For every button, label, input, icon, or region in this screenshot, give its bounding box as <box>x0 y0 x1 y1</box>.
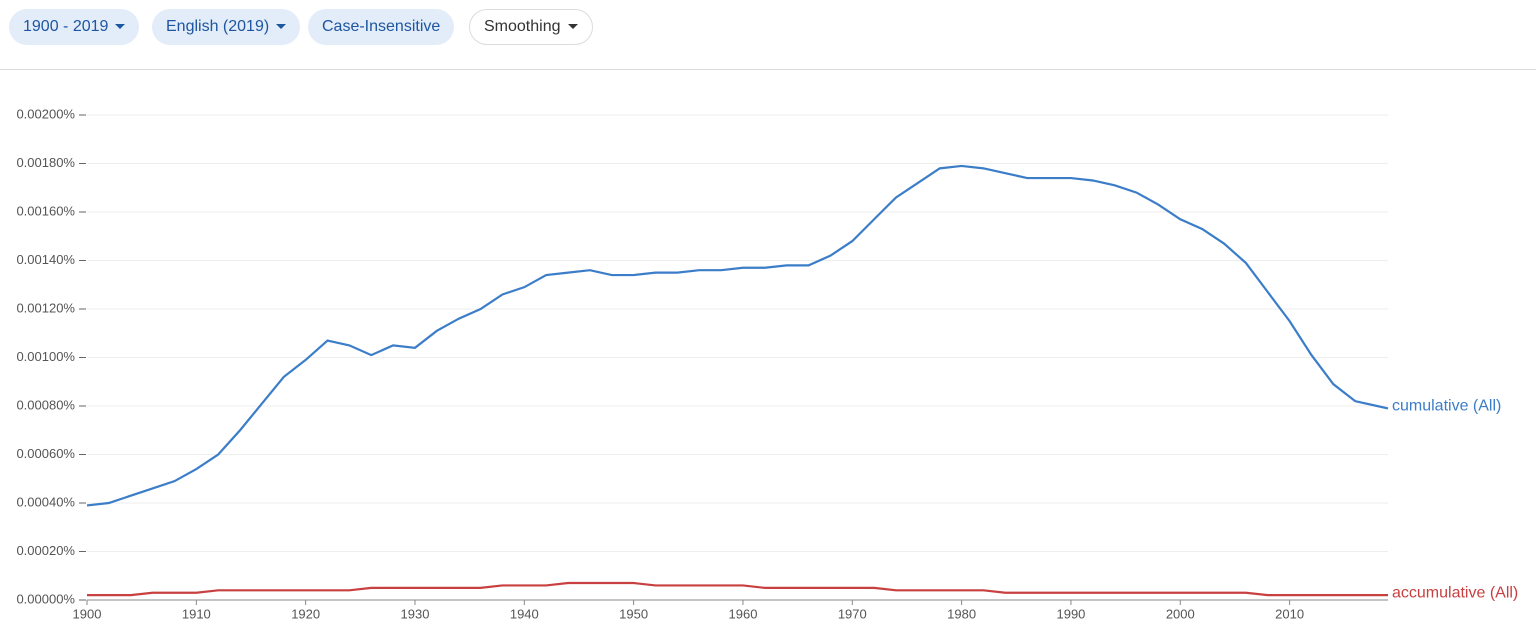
series-label: cumulative (All) <box>1392 398 1501 415</box>
x-tick-label: 1930 <box>401 606 430 621</box>
x-tick-label: 2010 <box>1275 606 1304 621</box>
y-tick-label: 0.00180% <box>16 155 75 170</box>
series-label: accumulative (All) <box>1392 584 1518 601</box>
y-tick-label: 0.00020% <box>16 543 75 558</box>
series-line <box>86 164 1389 507</box>
chip-label: Smoothing <box>484 18 561 35</box>
y-tick-label: 0.00000% <box>16 591 75 606</box>
y-tick-label: 0.00200% <box>16 106 75 121</box>
chip-label: 1900 - 2019 <box>23 18 109 35</box>
y-tick-label: 0.00140% <box>16 252 75 267</box>
caret <box>567 24 578 30</box>
y-tick-label: 0.00060% <box>16 446 75 461</box>
chip-label: English (2019) <box>166 18 270 35</box>
x-tick-label: 1900 <box>73 606 102 621</box>
x-tick-label: 2000 <box>1166 606 1195 621</box>
caret <box>276 24 287 30</box>
x-tick-label: 1950 <box>619 606 648 621</box>
x-tick-label: 1960 <box>729 606 758 621</box>
caret <box>115 24 126 30</box>
series-line <box>87 581 1388 597</box>
y-tick-label: 0.00100% <box>16 349 75 364</box>
chip-label: Case-Insensitive <box>322 18 441 35</box>
x-tick-label: 1910 <box>182 606 211 621</box>
y-tick-label: 0.00120% <box>16 300 75 315</box>
case-button[interactable]: Case-Insensitive <box>308 9 455 45</box>
y-tick-label: 0.00080% <box>16 397 75 412</box>
x-tick-label: 1920 <box>291 606 320 621</box>
toolbar: 1900 - 2019 English (2019) Case-Insensit… <box>0 0 1536 70</box>
y-tick-label: 0.00160% <box>16 203 75 218</box>
x-tick-label: 1970 <box>838 606 867 621</box>
year-range-button[interactable]: 1900 - 2019 <box>9 9 140 45</box>
corpus-button[interactable]: English (2019) <box>152 9 301 45</box>
x-tick-label: 1990 <box>1056 606 1085 621</box>
x-tick-label: 1940 <box>510 606 539 621</box>
smoothing-button[interactable]: Smoothing <box>469 9 593 45</box>
y-tick-label: 0.00040% <box>16 494 75 509</box>
x-tick-label: 1980 <box>947 606 976 621</box>
